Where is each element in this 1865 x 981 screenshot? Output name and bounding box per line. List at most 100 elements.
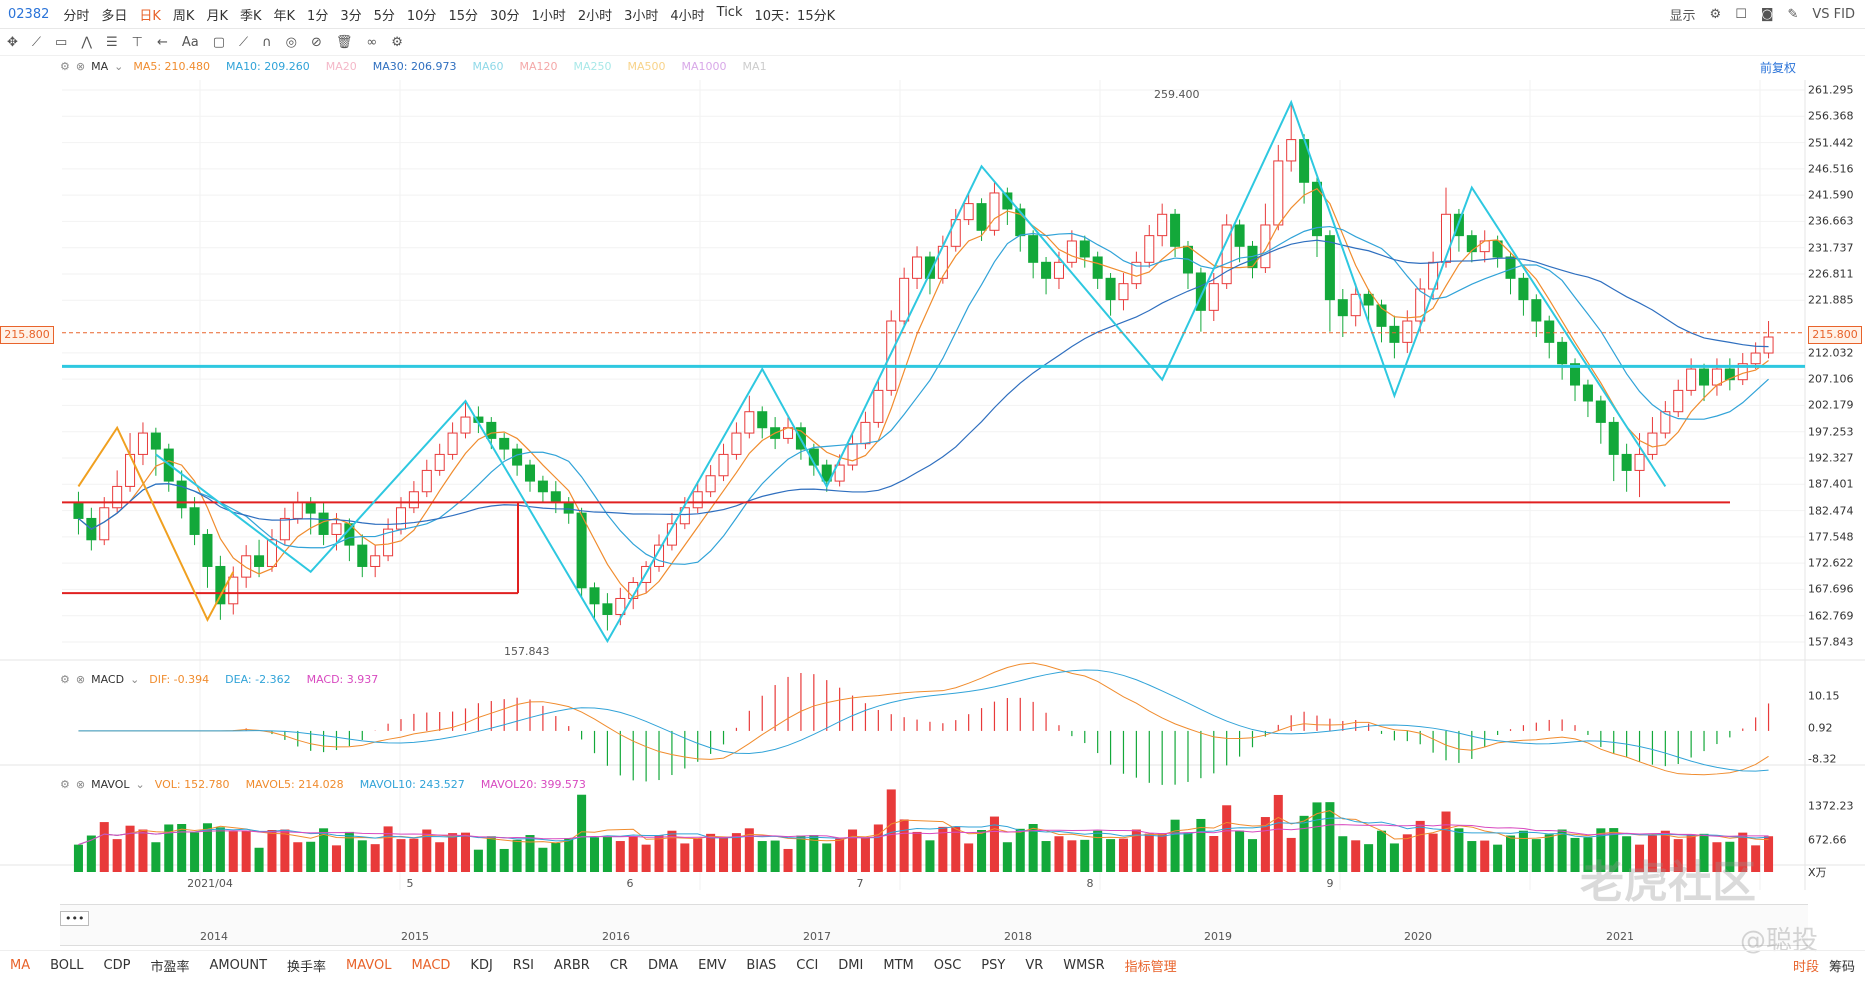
trash-icon[interactable]: 🗑 xyxy=(335,34,353,50)
vol-item-2[interactable]: MAVOL10: 243.527 xyxy=(359,777,465,791)
ma-item-8[interactable]: MA1000 xyxy=(681,59,727,73)
magnet-icon[interactable]: ∩ xyxy=(262,34,272,50)
indicator-tab-0[interactable]: MA xyxy=(10,957,31,973)
camera-icon[interactable]: ◙ xyxy=(1760,6,1774,22)
ma-settings-icon[interactable]: ⚙ xyxy=(60,59,70,73)
period-15[interactable]: 3小时 xyxy=(624,8,659,24)
indicator-tab-10[interactable]: ARBR xyxy=(553,957,590,973)
vol-item-0[interactable]: VOL: 152.780 xyxy=(154,777,230,791)
settings-small-icon[interactable]: ⚙ xyxy=(391,34,403,50)
period-1[interactable]: 多日 xyxy=(101,8,128,24)
ma-item-5[interactable]: MA120 xyxy=(519,59,558,73)
chips-button[interactable]: 筹码 xyxy=(1828,960,1855,975)
period-8[interactable]: 3分 xyxy=(340,8,362,24)
wave-tool-icon[interactable]: ⋀ xyxy=(81,34,92,50)
indicator-tab-13[interactable]: EMV xyxy=(698,957,727,973)
period-11[interactable]: 15分 xyxy=(448,8,478,24)
indicator-tab-1[interactable]: BOLL xyxy=(50,957,84,973)
line-tool-icon[interactable]: ⟋ xyxy=(31,34,42,50)
vol-item-1[interactable]: MAVOL5: 214.028 xyxy=(245,777,344,791)
ma-item-9[interactable]: MA1 xyxy=(742,59,767,73)
ma-item-1[interactable]: MA10: 209.260 xyxy=(226,59,310,73)
macd-close-icon[interactable]: ⊗ xyxy=(75,672,86,686)
layout-icon[interactable]: ☐ xyxy=(1735,6,1747,22)
indicator-tab-8[interactable]: KDJ xyxy=(470,957,493,973)
period-18[interactable]: 10天：15分K xyxy=(754,8,836,24)
indicator-tab-6[interactable]: MAVOL xyxy=(346,957,392,973)
text-tool-button[interactable]: Aa xyxy=(181,34,199,50)
ma-name[interactable]: MA xyxy=(91,59,109,73)
ma-item-2[interactable]: MA20 xyxy=(325,59,357,73)
indicator-tab-4[interactable]: AMOUNT xyxy=(209,957,268,973)
vol-close-icon[interactable]: ⊗ xyxy=(75,777,86,791)
arrow-tool-icon[interactable]: ← xyxy=(156,34,168,50)
vol-item-3[interactable]: MAVOL20: 399.573 xyxy=(480,777,586,791)
macd-item-1[interactable]: DEA: -2.362 xyxy=(225,672,291,686)
period-3[interactable]: 周K xyxy=(172,8,195,24)
navigator-strip[interactable]: ••• xyxy=(60,904,1808,946)
ma-item-3[interactable]: MA30: 206.973 xyxy=(372,59,457,73)
ma-item-6[interactable]: MA250 xyxy=(573,59,612,73)
indicator-tab-18[interactable]: OSC xyxy=(933,957,962,973)
eye-icon[interactable]: ◎ xyxy=(285,34,297,50)
indicator-tab-7[interactable]: MACD xyxy=(411,957,451,973)
vol-settings-icon[interactable]: ⚙ xyxy=(60,777,70,791)
ruler-icon[interactable]: ⟋ xyxy=(239,34,249,50)
indicator-tab-16[interactable]: DMI xyxy=(838,957,864,973)
session-button[interactable]: 时段 xyxy=(1792,960,1819,975)
period-9[interactable]: 5分 xyxy=(373,8,395,24)
indicator-tab-5[interactable]: 换手率 xyxy=(287,959,327,975)
pen-icon[interactable]: ✎ xyxy=(1787,6,1799,22)
period-17[interactable]: Tick xyxy=(716,4,743,20)
period-4[interactable]: 月K xyxy=(206,8,228,24)
indicator-tab-22[interactable]: 指标管理 xyxy=(1124,959,1177,975)
ma-item-4[interactable]: MA60 xyxy=(472,59,504,73)
indicator-tab-11[interactable]: CR xyxy=(609,957,628,973)
macd-settings-icon[interactable]: ⚙ xyxy=(60,672,70,686)
indicator-tab-20[interactable]: VR xyxy=(1025,957,1044,973)
period-13[interactable]: 1小时 xyxy=(531,8,566,24)
fib-tool-icon[interactable]: ⊤ xyxy=(131,34,143,50)
vs-compare-button[interactable]: VS FID xyxy=(1812,6,1855,22)
restore-button[interactable]: 前复权 xyxy=(1760,61,1797,75)
period-10[interactable]: 10分 xyxy=(406,8,437,24)
ma-dropdown-icon[interactable]: ⌄ xyxy=(114,59,124,73)
indicator-tab-3[interactable]: 市盈率 xyxy=(150,959,190,975)
period-12[interactable]: 30分 xyxy=(489,8,520,24)
period-14[interactable]: 2小时 xyxy=(577,8,613,24)
period-6[interactable]: 年K xyxy=(273,8,296,24)
period-0[interactable]: 分时 xyxy=(63,8,90,24)
link-icon[interactable]: ∞ xyxy=(366,34,378,50)
vol-dropdown-icon[interactable]: ⌄ xyxy=(135,777,145,791)
indicator-tab-17[interactable]: MTM xyxy=(883,957,914,973)
period-16[interactable]: 4小时 xyxy=(670,8,705,24)
hide-icon[interactable]: ⊘ xyxy=(311,34,322,50)
period-5[interactable]: 季K xyxy=(239,8,262,24)
macd-dropdown-icon[interactable]: ⌄ xyxy=(130,672,140,686)
vol-name[interactable]: MAVOL xyxy=(91,777,130,791)
indicator-tab-9[interactable]: RSI xyxy=(512,957,534,973)
settings-gear-icon[interactable]: ⚙ xyxy=(1709,6,1722,22)
period-7[interactable]: 1分 xyxy=(307,8,329,24)
indicator-tab-21[interactable]: WMSR xyxy=(1063,957,1105,973)
indicator-tab-12[interactable]: DMA xyxy=(647,957,679,973)
ma-close-icon[interactable]: ⊗ xyxy=(75,59,86,73)
macd-name[interactable]: MACD xyxy=(91,672,125,686)
navigator-menu-icon[interactable]: ••• xyxy=(60,911,90,926)
channel-tool-icon[interactable]: ☰ xyxy=(105,34,118,50)
period-2[interactable]: 日K xyxy=(139,8,161,24)
indicator-tab-14[interactable]: BIAS xyxy=(746,957,777,973)
indicator-tab-19[interactable]: PSY xyxy=(981,957,1006,973)
crosshair-icon[interactable]: ✥ xyxy=(7,34,18,50)
comment-icon[interactable]: ▢ xyxy=(212,34,226,50)
macd-item-0[interactable]: DIF: -0.394 xyxy=(149,672,210,686)
macd-item-2[interactable]: MACD: 3.937 xyxy=(306,672,379,686)
ma-item-7[interactable]: MA500 xyxy=(627,59,666,73)
indicator-tab-15[interactable]: CCI xyxy=(796,957,819,973)
rect-tool-icon[interactable]: ▭ xyxy=(55,34,68,50)
indicator-tab-2[interactable]: CDP xyxy=(103,957,131,973)
stock-code[interactable]: 02382 xyxy=(8,6,50,22)
display-button[interactable]: 显示 xyxy=(1669,8,1696,24)
ma-item-0[interactable]: MA5: 210.480 xyxy=(133,59,211,73)
